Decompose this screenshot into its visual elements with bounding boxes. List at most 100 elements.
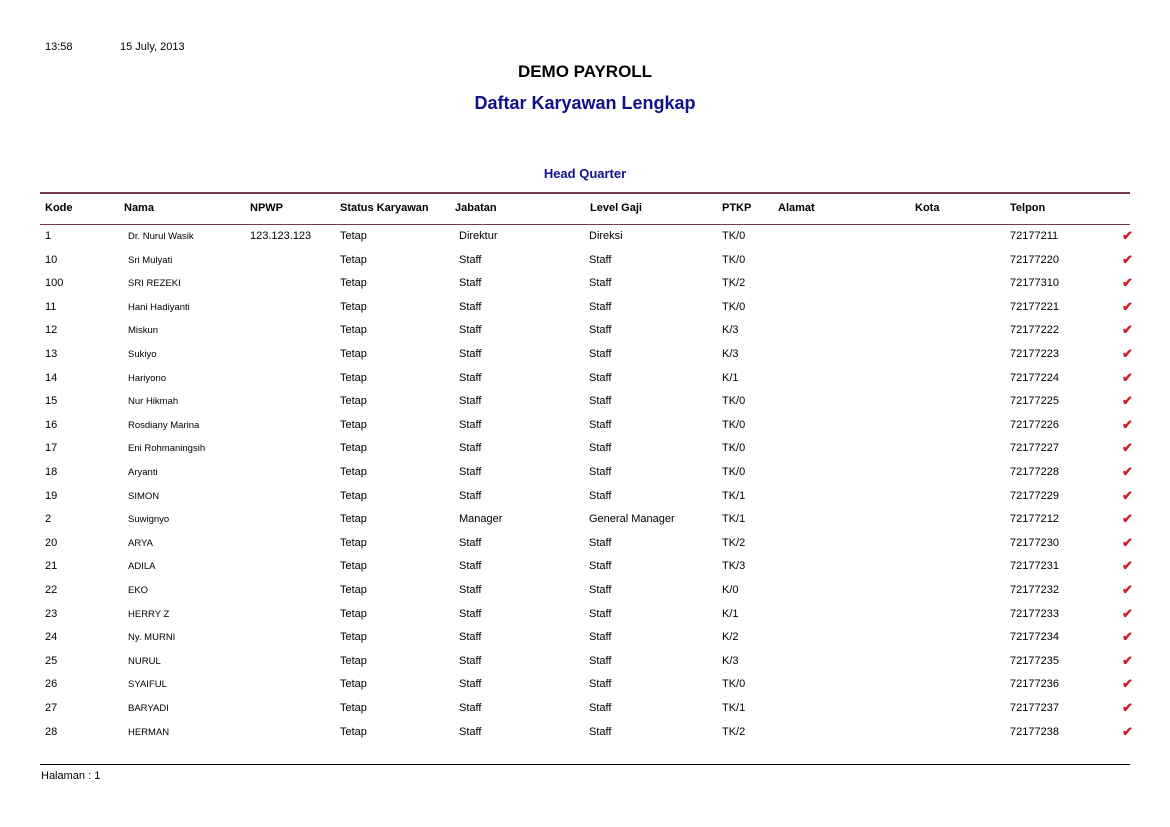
checkmark-icon: ✔	[1122, 582, 1133, 597]
cell-status: Tetap	[340, 253, 367, 266]
cell-level: General Manager	[589, 513, 675, 526]
cell-jabatan: Staff	[459, 702, 482, 714]
cell-level: Staff	[589, 560, 612, 573]
cell-ptkp: TK/0	[722, 230, 746, 242]
cell-level: Direksi	[589, 230, 623, 242]
cell-status: Tetap	[340, 395, 367, 408]
cell-kode: 1	[45, 230, 52, 242]
report-subtitle: Daftar Karyawan Lengkap	[474, 93, 696, 113]
cell-jabatan: Direktur	[459, 230, 498, 242]
cell-status: Tetap	[340, 513, 367, 526]
header-bottom-rule	[40, 224, 1130, 225]
cell-level: Staff	[589, 702, 612, 714]
cell-telpon: 72177228	[1010, 466, 1059, 478]
cell-nama: Sri Mulyati	[128, 254, 173, 266]
cell-telpon: 72177231	[1010, 560, 1059, 573]
cell-jabatan: Staff	[459, 253, 482, 266]
cell-nama: Eni Rohmaningsih	[128, 443, 206, 455]
cell-nama: HERRY Z	[128, 608, 170, 620]
cell-kode: 2	[45, 513, 52, 526]
cell-level: Staff	[589, 536, 612, 549]
cell-kode: 26	[45, 678, 58, 691]
checkmark-icon: ✔	[1122, 228, 1133, 243]
cell-ptkp: TK/0	[722, 418, 746, 431]
cell-level: Staff	[589, 300, 612, 313]
group-heading: Head Quarter	[543, 166, 627, 181]
cell-ptkp: K/0	[722, 584, 739, 596]
checkmark-icon: ✔	[1122, 487, 1133, 503]
checkmark-icon: ✔	[1122, 558, 1133, 574]
cell-nama: SIMON	[128, 490, 160, 502]
cell-nama: ARYA	[128, 537, 153, 549]
column-header-status-karyawan: Status Karyawan	[340, 202, 429, 214]
cell-ptkp: TK/0	[722, 300, 746, 313]
cell-level: Staff	[589, 418, 612, 431]
cell-level: Staff	[589, 489, 612, 502]
cell-nama: Hariyono	[128, 372, 167, 384]
cell-jabatan: Staff	[459, 395, 482, 408]
cell-nama: Nur Hikmah	[128, 396, 179, 408]
checkmark-icon: ✔	[1122, 275, 1133, 291]
cell-telpon: 72177221	[1010, 300, 1059, 313]
cell-telpon: 72177211	[1010, 230, 1059, 242]
checkmark-icon: ✔	[1122, 676, 1133, 692]
report-date: 15 July, 2013	[120, 41, 185, 53]
cell-level: Staff	[589, 607, 612, 620]
cell-telpon: 72177238	[1010, 725, 1059, 738]
cell-status: Tetap	[340, 654, 367, 667]
cell-telpon: 72177233	[1010, 607, 1059, 620]
cell-status: Tetap	[340, 725, 367, 738]
cell-nama: Hani Hadiyanti	[128, 301, 190, 313]
cell-telpon: 72177229	[1010, 489, 1059, 502]
cell-jabatan: Staff	[459, 489, 482, 502]
cell-nama: Dr. Nurul Wasik	[128, 231, 194, 242]
cell-npwp: 123.123.123	[250, 230, 312, 242]
checkmark-icon: ✔	[1122, 723, 1133, 739]
cell-level: Staff	[589, 631, 612, 644]
cell-ptkp: TK/0	[722, 466, 746, 478]
cell-jabatan: Staff	[459, 607, 482, 620]
cell-kode: 19	[45, 489, 58, 502]
cell-status: Tetap	[340, 678, 367, 691]
cell-jabatan: Staff	[459, 654, 482, 667]
cell-level: Staff	[589, 466, 612, 478]
checkmark-icon: ✔	[1122, 605, 1133, 621]
cell-kode: 22	[45, 584, 58, 596]
checkmark-icon: ✔	[1122, 346, 1133, 361]
column-header-kode: Kode	[45, 202, 73, 214]
report-time: 13:58	[45, 41, 73, 53]
checkmark-icon: ✔	[1122, 464, 1133, 479]
cell-level: Staff	[589, 253, 612, 266]
cell-kode: 20	[45, 536, 58, 549]
cell-telpon: 72177226	[1010, 418, 1059, 431]
cell-ptkp: TK/1	[722, 513, 746, 526]
cell-status: Tetap	[340, 371, 367, 384]
cell-nama: Sukiyo	[128, 349, 157, 360]
column-header-ptkp: PTKP	[722, 202, 752, 214]
cell-status: Tetap	[340, 702, 367, 714]
checkmark-icon: ✔	[1122, 393, 1133, 409]
cell-jabatan: Staff	[459, 536, 482, 549]
cell-kode: 23	[45, 607, 58, 620]
cell-telpon: 72177227	[1010, 442, 1059, 455]
cell-status: Tetap	[340, 348, 367, 360]
cell-kode: 16	[45, 418, 58, 431]
cell-telpon: 72177232	[1010, 584, 1059, 596]
cell-jabatan: Staff	[459, 466, 482, 478]
cell-ptkp: TK/1	[722, 702, 746, 714]
cell-kode: 15	[45, 395, 58, 408]
cell-ptkp: TK/0	[722, 442, 746, 455]
cell-status: Tetap	[340, 418, 367, 431]
cell-level: Staff	[589, 654, 612, 667]
column-header-telpon: Telpon	[1010, 202, 1046, 214]
cell-ptkp: K/3	[722, 348, 739, 360]
checkmark-icon: ✔	[1122, 298, 1133, 314]
cell-kode: 11	[45, 300, 57, 313]
cell-nama: BARYADI	[128, 703, 169, 714]
cell-ptkp: TK/1	[722, 489, 746, 502]
cell-status: Tetap	[340, 277, 367, 290]
column-header-nama: Nama	[124, 202, 154, 214]
cell-status: Tetap	[340, 536, 367, 549]
cell-ptkp: K/1	[722, 607, 739, 620]
cell-kode: 24	[45, 631, 58, 644]
